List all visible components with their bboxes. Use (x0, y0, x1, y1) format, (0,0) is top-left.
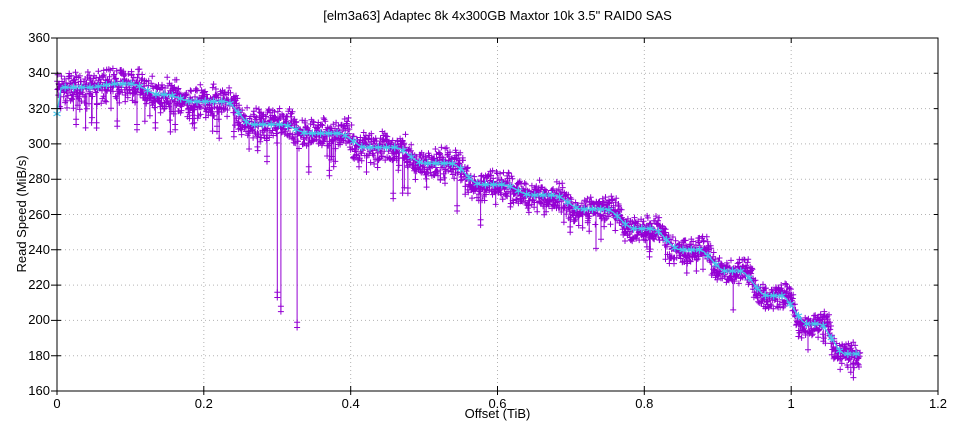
y-tick-label-160: 160 (28, 383, 50, 398)
x-tick-label-1.2: 1.2 (928, 396, 948, 411)
x-tick-label-0.2: 0.2 (194, 396, 213, 411)
y-tick-label-180: 180 (28, 347, 50, 363)
y-tick-label-360: 360 (28, 30, 50, 45)
y-tick-label-240: 240 (28, 241, 50, 257)
x-tick-label-1: 1 (787, 396, 795, 411)
y-tick-label-300: 300 (28, 135, 50, 151)
y-tick-label-200: 200 (28, 312, 50, 328)
x-tick-label-0.6: 0.6 (488, 396, 507, 411)
y-tick-label-260: 260 (28, 206, 50, 222)
x-tick-label-0.8: 0.8 (635, 396, 654, 411)
y-tick-label-320: 320 (28, 100, 50, 116)
x-axis-label: Offset (TiB) (464, 406, 531, 421)
y-tick-label-220: 220 (28, 277, 50, 293)
x-tick-label-0.4: 0.4 (341, 396, 360, 411)
y-tick-label-340: 340 (28, 65, 50, 81)
y-tick-label-280: 280 (28, 171, 50, 187)
chart-title: [elm3a63] Adaptec 8k 4x300GB Maxtor 10k … (323, 8, 672, 23)
x-tick-label-0: 0 (53, 396, 61, 411)
